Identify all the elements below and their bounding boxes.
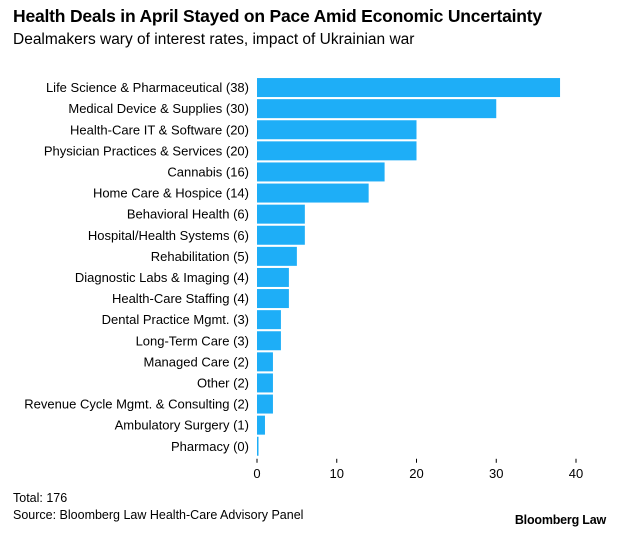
category-label: Medical Device & Supplies (30): [68, 101, 249, 116]
category-label: Dental Practice Mgmt. (3): [102, 312, 249, 327]
bar: [257, 267, 289, 287]
category-label: Life Science & Pharmaceutical (38): [46, 80, 249, 95]
bar: [257, 120, 417, 140]
category-label: Long-Term Care (3): [136, 333, 249, 348]
category-label: Ambulatory Surgery (1): [115, 418, 249, 433]
bar: [257, 204, 305, 224]
category-label: Rehabilitation (5): [151, 249, 249, 264]
bar: [257, 78, 561, 98]
x-tick-label: 10: [330, 466, 344, 481]
x-tick-label: 40: [569, 466, 583, 481]
x-tick-label: 30: [489, 466, 503, 481]
x-tick-label: 20: [409, 466, 423, 481]
bar: [257, 373, 273, 393]
category-label: Health-Care IT & Software (20): [70, 122, 249, 137]
category-label: Managed Care (2): [144, 354, 250, 369]
bar: [257, 331, 281, 351]
category-label: Pharmacy (0): [171, 439, 249, 454]
bar: [257, 310, 281, 330]
category-label: Diagnostic Labs & Imaging (4): [75, 270, 249, 285]
bar: [257, 394, 273, 414]
bar: [257, 352, 273, 372]
chart-title: Health Deals in April Stayed on Pace Ami…: [13, 6, 542, 26]
bar: [257, 436, 259, 456]
chart-subtitle: Dealmakers wary of interest rates, impac…: [13, 31, 415, 48]
x-tick-label: 0: [253, 466, 260, 481]
category-label: Cannabis (16): [167, 164, 249, 179]
total-note: Total: 176: [13, 491, 68, 505]
brand-logo: Bloomberg Law: [514, 513, 606, 527]
bar: [257, 289, 289, 309]
category-label: Behavioral Health (6): [127, 207, 249, 222]
category-label: Hospital/Health Systems (6): [88, 228, 249, 243]
bar: [257, 162, 385, 182]
bar: [257, 99, 497, 119]
bar: [257, 225, 305, 245]
bar: [257, 183, 369, 203]
category-label: Revenue Cycle Mgmt. & Consulting (2): [24, 397, 249, 412]
category-label: Health-Care Staffing (4): [112, 291, 249, 306]
category-label: Home Care & Hospice (14): [93, 186, 249, 201]
bar: [257, 246, 297, 266]
bar: [257, 415, 265, 435]
bar: [257, 141, 417, 161]
category-label: Other (2): [197, 375, 249, 390]
source-note: Source: Bloomberg Law Health-Care Adviso…: [13, 508, 304, 522]
category-label: Physician Practices & Services (20): [44, 143, 249, 158]
